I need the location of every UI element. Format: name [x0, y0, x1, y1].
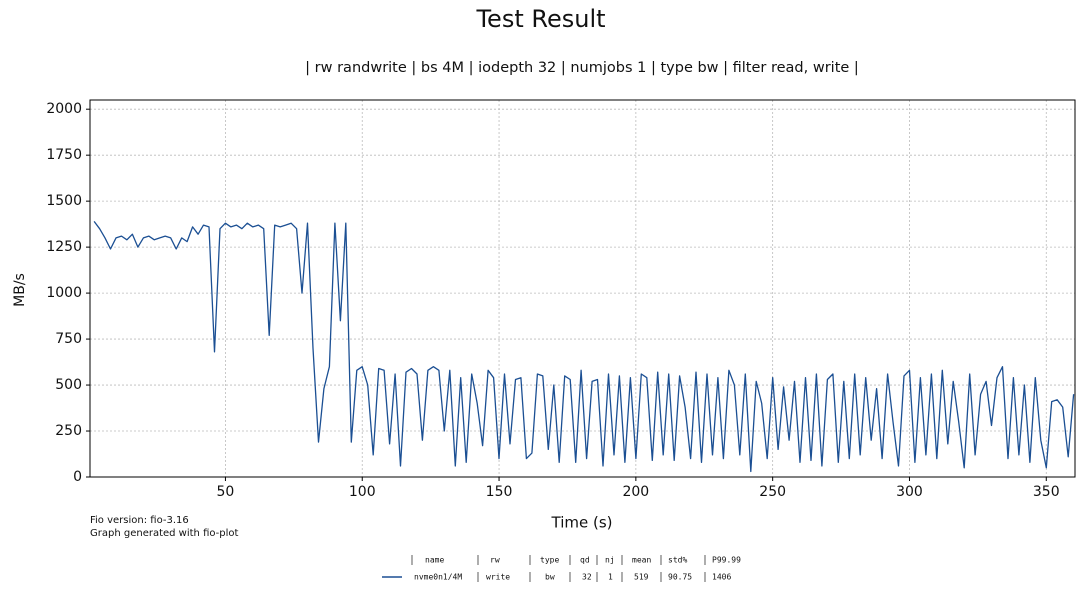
y-tick-label: 1500: [46, 193, 82, 209]
y-tick-label: 750: [55, 331, 82, 347]
table-cell: 519: [634, 573, 649, 582]
y-tick-label: 1750: [46, 147, 82, 163]
x-axis-label: Time (s): [551, 514, 613, 532]
x-tick-label: 200: [622, 484, 649, 500]
table-separators: [411, 555, 706, 582]
x-tick-label: 100: [349, 484, 376, 500]
table-cell: bw: [545, 573, 555, 582]
table-header: std%: [668, 556, 687, 565]
chart-title: Test Result: [475, 5, 605, 33]
y-axis-label: MB/s: [12, 273, 28, 307]
table-header: type: [540, 556, 559, 565]
y-tick-label: 2000: [46, 101, 82, 117]
footer-note: Fio version: fio-3.16: [90, 515, 189, 526]
table-cell: write: [486, 573, 510, 582]
x-tick-label: 300: [896, 484, 923, 500]
table-cell: 1406: [712, 573, 731, 582]
y-tick-label: 1250: [46, 239, 82, 255]
x-tick-label: 50: [217, 484, 235, 500]
x-tick-label: 150: [486, 484, 513, 500]
table-header: name: [425, 556, 444, 565]
table-cell: 32: [582, 573, 592, 582]
table-cell: 90.75: [668, 573, 692, 582]
table-header: P99.99: [712, 556, 741, 565]
footer-note: Graph generated with fio-plot: [90, 528, 239, 539]
table-header: rw: [490, 556, 500, 565]
y-tick-label: 500: [55, 377, 82, 393]
table-header: mean: [632, 556, 651, 565]
y-tick-label: 250: [55, 423, 82, 439]
plot-frame: [89, 99, 1076, 478]
legend-label: nvme0n1/4M: [414, 573, 462, 582]
y-tick-label: 0: [73, 469, 82, 485]
chart-subtitle: | rw randwrite | bs 4M | iodepth 32 | nu…: [305, 60, 859, 76]
x-tick-label: 250: [759, 484, 786, 500]
table-cell: 1: [608, 573, 613, 582]
data-line: [93, 221, 1075, 473]
table-header: nj: [605, 556, 615, 565]
table-header: qd: [580, 556, 590, 565]
x-tick-label: 350: [1033, 484, 1060, 500]
y-tick-label: 1000: [46, 285, 82, 301]
